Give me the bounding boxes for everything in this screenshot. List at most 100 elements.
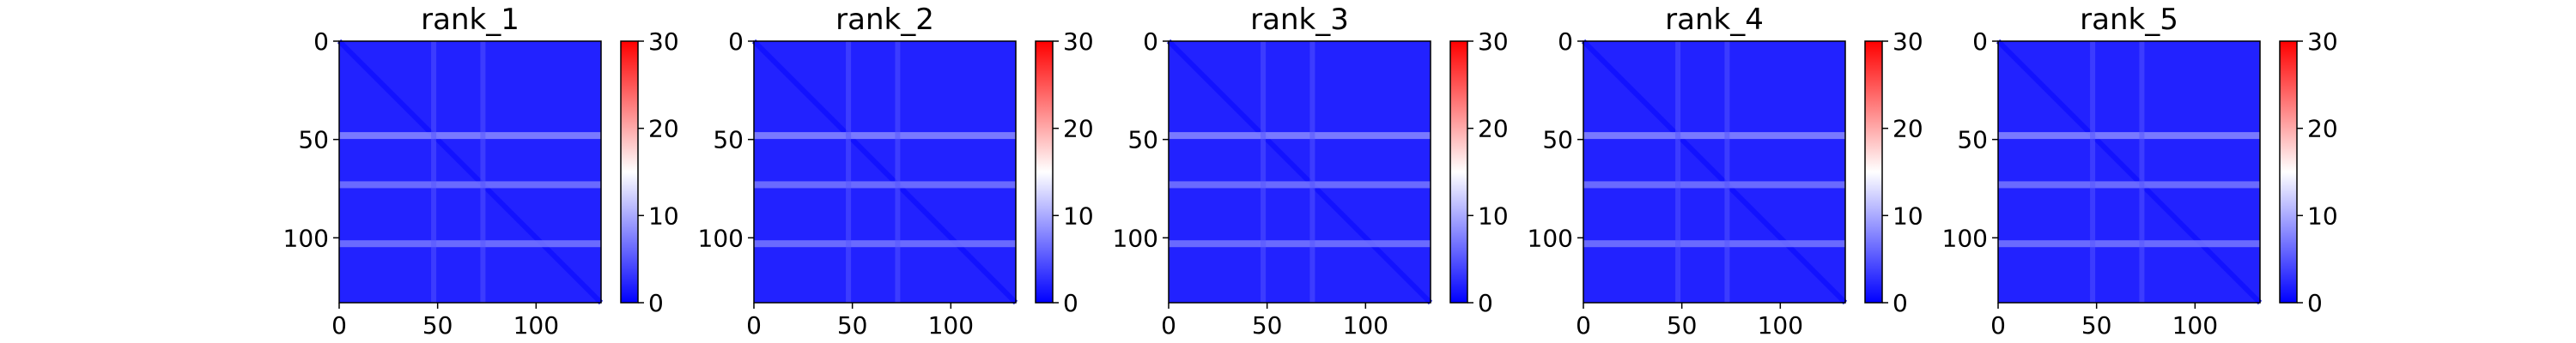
colorbar-tick-label: 0 — [1063, 289, 1078, 317]
heatmap-horizontal-band — [1583, 132, 1845, 140]
heatmap-horizontal-band — [754, 240, 1016, 248]
heatmap-vertical-band — [1724, 41, 1730, 303]
x-tick-label: 0 — [746, 311, 762, 340]
panel-title: rank_3 — [1250, 3, 1349, 37]
colorbar-tick-label: 0 — [1893, 289, 1908, 317]
heatmap-diagonal-band — [1581, 39, 1848, 305]
y-tick-label: 0 — [313, 27, 329, 56]
heatmap-horizontal-band — [1998, 181, 2260, 189]
x-tick-label: 50 — [1667, 311, 1698, 340]
x-tick-label: 50 — [2081, 311, 2112, 340]
heatmap-panel: rank_1 0 50 100 0 50 100 0 10 20 30 — [283, 3, 679, 340]
heatmap-frame — [338, 40, 602, 304]
y-tick-label: 0 — [1972, 27, 1988, 56]
heatmap-horizontal-band — [754, 181, 1016, 189]
heatmap-horizontal-band — [1169, 132, 1431, 140]
colorbar-frame — [1035, 40, 1054, 304]
y-tick-label: 100 — [698, 224, 744, 252]
y-tick-label: 100 — [1942, 224, 1988, 252]
heatmap-horizontal-band — [1583, 240, 1845, 248]
y-tick-label: 50 — [713, 126, 744, 154]
heatmap-vertical-band — [431, 41, 437, 303]
heatmap-frame — [1168, 40, 1431, 304]
heatmap-vertical-band — [1309, 41, 1315, 303]
colorbar — [621, 41, 638, 303]
x-tick-label: 100 — [1758, 311, 1803, 340]
y-tick-label: 0 — [1558, 27, 1573, 56]
colorbar — [2280, 41, 2297, 303]
colorbar-tick-label: 20 — [1893, 115, 1923, 143]
colorbar-tick-label: 20 — [1063, 115, 1094, 143]
colorbar-frame — [1864, 40, 1883, 304]
heatmap-vertical-band — [480, 41, 486, 303]
colorbar-frame — [620, 40, 639, 304]
y-tick-label: 50 — [1542, 126, 1573, 154]
x-tick-label: 100 — [1343, 311, 1388, 340]
heatmap-diagonal-band — [751, 39, 1018, 305]
heatmap-vertical-band — [895, 41, 901, 303]
heatmap-panel: rank_5 0 50 100 0 50 100 0 10 20 30 — [1942, 3, 2338, 340]
colorbar-tick-label: 20 — [648, 115, 679, 143]
heatmap-diagonal-band — [1996, 39, 2263, 305]
y-tick-label: 100 — [283, 224, 329, 252]
y-tick-label: 50 — [1957, 126, 1988, 154]
y-tick-label: 100 — [1528, 224, 1573, 252]
x-tick-label: 50 — [422, 311, 453, 340]
colorbar-tick-label: 10 — [2307, 202, 2338, 230]
y-tick-label: 0 — [728, 27, 744, 56]
heatmap-panel: rank_2 0 50 100 0 50 100 0 10 20 30 — [698, 3, 1094, 340]
colorbar-tick-label: 10 — [1893, 202, 1923, 230]
y-tick-label: 0 — [1143, 27, 1158, 56]
heatmap-panel: rank_3 0 50 100 0 50 100 0 10 20 30 — [1113, 3, 1509, 340]
heatmap-frame — [1997, 40, 2261, 304]
colorbar-tick-label: 0 — [1478, 289, 1493, 317]
y-tick-label: 50 — [298, 126, 329, 154]
x-tick-label: 50 — [837, 311, 868, 340]
heatmap-horizontal-band — [339, 240, 601, 248]
x-tick-label: 0 — [1161, 311, 1176, 340]
colorbar-tick-label: 30 — [648, 27, 679, 56]
heatmap-horizontal-band — [1583, 181, 1845, 189]
heatmap-vertical-band — [2139, 41, 2145, 303]
colorbar-frame — [1449, 40, 1468, 304]
y-tick-label: 100 — [1113, 224, 1158, 252]
colorbar-tick-label: 10 — [648, 202, 679, 230]
colorbar — [1865, 41, 1882, 303]
panel-title: rank_1 — [421, 3, 519, 37]
heatmap-horizontal-band — [1169, 240, 1431, 248]
heatmap-vertical-band — [1675, 41, 1681, 303]
colorbar-tick-label: 20 — [2307, 115, 2338, 143]
heatmap-horizontal-band — [339, 181, 601, 189]
x-tick-label: 100 — [2172, 311, 2218, 340]
heatmap-panel: rank_4 0 50 100 0 50 100 0 10 20 30 — [1528, 3, 1923, 340]
colorbar-tick-label: 30 — [1063, 27, 1094, 56]
colorbar-tick-label: 0 — [2307, 289, 2323, 317]
heatmap-horizontal-band — [1169, 181, 1431, 189]
x-tick-label: 0 — [331, 311, 347, 340]
colorbar-tick-label: 30 — [1893, 27, 1923, 56]
colorbar-frame — [2279, 40, 2298, 304]
colorbar-tick-label: 10 — [1063, 202, 1094, 230]
x-tick-label: 0 — [1990, 311, 2006, 340]
x-tick-label: 100 — [928, 311, 974, 340]
panel-title: rank_5 — [2080, 3, 2178, 37]
colorbar-tick-label: 0 — [648, 289, 664, 317]
heatmap-horizontal-band — [339, 132, 601, 140]
colorbar-tick-label: 30 — [2307, 27, 2338, 56]
colorbar — [1036, 41, 1053, 303]
heatmap-horizontal-band — [1998, 132, 2260, 140]
heatmap-vertical-band — [846, 41, 852, 303]
heatmap-diagonal-band — [1166, 39, 1433, 305]
colorbar-tick-label: 10 — [1478, 202, 1509, 230]
heatmap-horizontal-band — [754, 132, 1016, 140]
heatmap-diagonal-band — [337, 39, 604, 305]
heatmap-vertical-band — [1261, 41, 1267, 303]
colorbar-tick-label: 20 — [1478, 115, 1509, 143]
heatmap-frame — [753, 40, 1017, 304]
x-tick-label: 100 — [513, 311, 559, 340]
x-tick-label: 50 — [1252, 311, 1283, 340]
heatmap-horizontal-band — [1998, 240, 2260, 248]
panel-title: rank_4 — [1665, 3, 1764, 37]
y-tick-label: 50 — [1127, 126, 1158, 154]
